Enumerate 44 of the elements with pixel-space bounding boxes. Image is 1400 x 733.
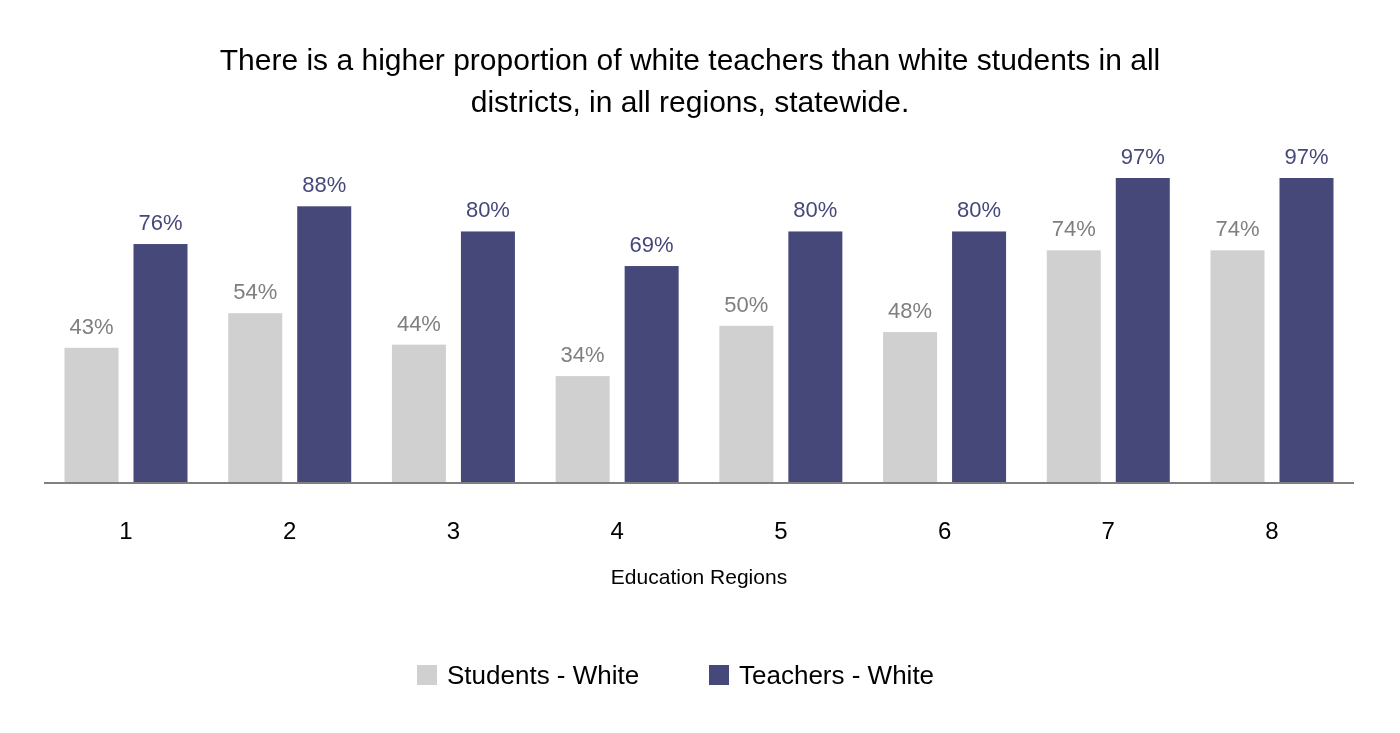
bar [1210,250,1265,483]
data-label: 97% [1120,144,1165,169]
chart-title: There is a higher proportion of white teachers than white students in all districts, in all regions, statewide. [219,43,1161,118]
data-label: 69% [629,232,674,258]
bar [133,244,188,483]
bar [624,266,679,483]
bar [228,313,283,483]
x-tick-label: 6 [937,517,952,544]
bar [555,376,610,483]
bar [788,231,843,483]
bar [297,206,352,483]
data-label: 50% [724,291,769,317]
legend-label: Teachers - White [739,660,935,690]
x-tick-label: 8 [1265,517,1279,544]
bar [1046,250,1101,483]
data-label: 74% [1215,216,1260,242]
data-label: 34% [560,342,605,368]
bar [719,325,774,483]
bar [460,231,515,483]
bar [64,347,119,483]
data-label: 97% [1284,144,1329,169]
x-tick-label: 5 [774,517,788,544]
data-label: 80% [793,197,838,223]
data-label: 54% [233,279,278,305]
legend-label: Students - White [447,660,640,690]
data-label: 48% [888,298,933,324]
x-tick-label: 2 [283,517,297,544]
data-label: 76% [138,210,183,236]
data-label: 80% [465,197,510,223]
bar [1115,178,1170,483]
bar [391,344,446,483]
x-tick-label: 4 [610,517,624,544]
bar [1279,178,1334,483]
data-label: 80% [957,197,1002,223]
data-label: 43% [69,313,114,339]
data-label: 88% [302,172,347,198]
x-tick-label: 1 [119,517,133,544]
x-tick-label: 7 [1101,517,1115,544]
bar [952,231,1007,483]
data-label: 44% [396,310,441,336]
data-label: 74% [1051,216,1096,242]
bar [883,332,938,483]
x-tick-label: 3 [446,517,461,544]
x-axis-title: Education Regions [610,565,788,588]
